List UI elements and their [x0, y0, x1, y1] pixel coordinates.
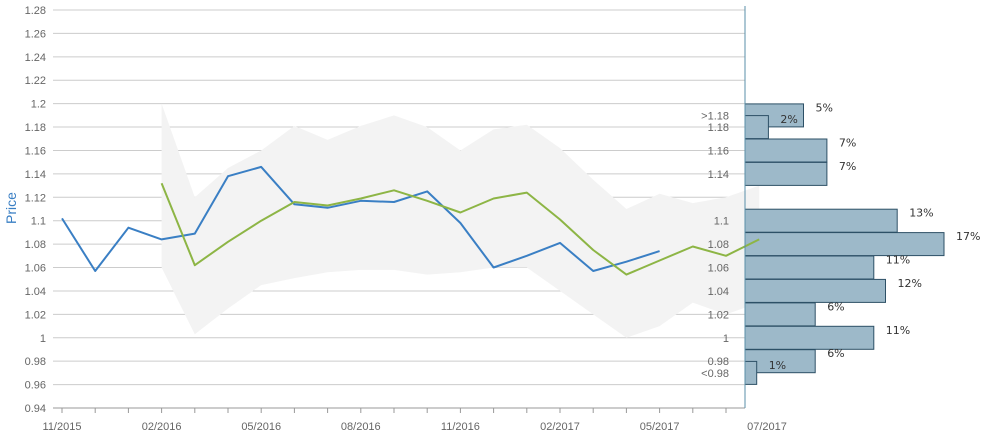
forecast-price-line [160, 182, 760, 276]
x-tick-label: 07/2017 [747, 421, 787, 433]
forecast-range-band [161, 103, 760, 338]
y-tick-label: 1.06 [25, 263, 46, 275]
y-tick-label: 1.22 [25, 75, 46, 87]
histogram-percent-label: 11% [886, 324, 910, 337]
axes: 0.94 0.96 0.98 1 1.02 1.04 1.06 1.08 1.1 1.12 1.14… [25, 5, 787, 433]
distribution-histogram: >1.18 5% 1.18 2% 1.16 7% 1.14 7% 1.1 13% 1.08 17% 1.… [701, 101, 980, 385]
y-tick-label: 1.18 [25, 122, 46, 134]
y-tick-label: 1.14 [25, 169, 46, 181]
histogram-bar [744, 115, 769, 140]
histogram-percent-label: 7% [839, 137, 856, 150]
histogram-category-label: 1.02 [708, 309, 729, 321]
histogram-category-label: 0.98 [708, 356, 729, 368]
histogram-bar [744, 138, 828, 163]
histogram-percent-label: 1% [769, 359, 786, 372]
y-tick-label: 1 [40, 333, 46, 345]
histogram-category-label: >1.18 [701, 110, 729, 122]
histogram-category-label: 1.18 [708, 122, 729, 134]
histogram-percent-label: 17% [956, 230, 980, 243]
y-axis-title: Price [3, 192, 19, 224]
histogram-percent-label: 11% [886, 254, 910, 267]
y-tick-label: 0.94 [25, 403, 46, 415]
x-tick-label: 11/2016 [441, 421, 480, 433]
y-tick-label: 1.1 [31, 216, 46, 228]
x-tick-label: 08/2016 [341, 421, 381, 433]
histogram-category-label: 1.14 [708, 169, 729, 181]
y-tick-label: 1.08 [25, 239, 46, 251]
x-tick-label: 05/2016 [241, 421, 281, 433]
x-tick-label: 02/2017 [540, 421, 580, 433]
x-tick-label: 05/2017 [640, 421, 680, 433]
histogram-percent-label: 13% [909, 207, 933, 220]
y-tick-label: 1.2 [31, 99, 46, 111]
histogram-category-label: 1.16 [708, 146, 729, 158]
histogram-category-label: <0.98 [701, 368, 729, 380]
y-tick-label: 1.24 [25, 52, 46, 64]
x-tick-label: 02/2016 [142, 421, 182, 433]
histogram-bar [744, 302, 816, 327]
histogram-bar [744, 208, 898, 233]
y-tick-label: 1.16 [25, 145, 46, 157]
histogram-percent-label: 6% [827, 347, 844, 360]
histogram-percent-label: 7% [839, 160, 856, 173]
histogram-bar [744, 325, 875, 350]
histogram-category-label: 1.08 [708, 239, 729, 251]
histogram-bar [744, 255, 875, 280]
histogram-category-label: 1.04 [708, 286, 729, 298]
y-tick-label: 1.28 [25, 5, 46, 17]
y-tick-label: 1.26 [25, 28, 46, 40]
histogram-percent-label: 2% [780, 113, 797, 126]
histogram-bar [744, 232, 945, 257]
forecast-band-area [161, 103, 760, 338]
histogram-percent-label: 6% [827, 300, 844, 313]
histogram-percent-label: 5% [816, 101, 833, 114]
y-tick-label: 1.12 [25, 192, 46, 204]
y-tick-label: 1.02 [25, 309, 46, 321]
histogram-bar [744, 278, 886, 303]
histogram-category-label: 1 [723, 333, 729, 345]
histogram-bar [744, 161, 828, 186]
histogram-bar [744, 360, 758, 385]
histogram-category-label: 1.06 [708, 263, 729, 275]
y-tick-label: 0.96 [25, 380, 46, 392]
y-tick-label: 0.98 [25, 356, 46, 368]
histogram-percent-label: 12% [898, 277, 922, 290]
price-series-lines [61, 165, 760, 276]
histogram-category-label: 1.1 [714, 216, 729, 228]
x-tick-label: 11/2015 [43, 421, 82, 433]
actual-price-line [61, 165, 660, 272]
y-tick-label: 1.04 [25, 286, 46, 298]
